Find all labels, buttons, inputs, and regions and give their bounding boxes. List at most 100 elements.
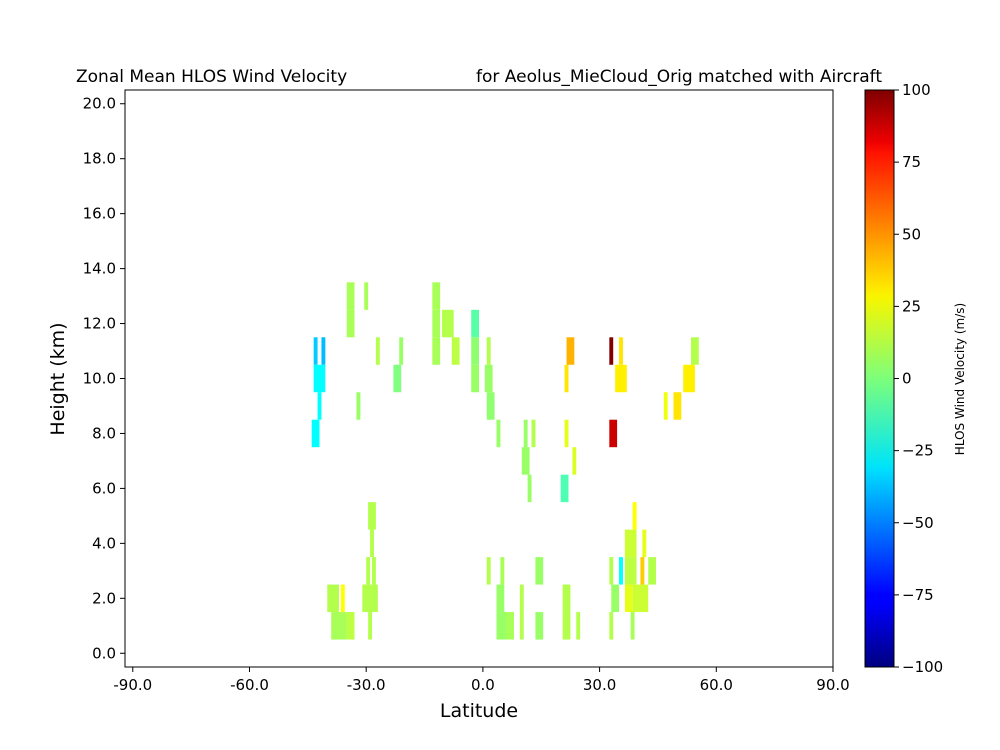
heatmap-cell-63 — [632, 502, 637, 530]
heatmap-cell-62 — [576, 612, 581, 640]
chart-title-right: for Aeolus_MieCloud_Orig matched with Ai… — [476, 67, 882, 87]
x-axis: -90.0 -60.0 -30.0 0.0 30.0 60.0 90.0 — [113, 667, 850, 694]
heatmap-cell-32 — [564, 364, 569, 393]
heatmap-cell-66 — [609, 557, 614, 585]
heatmap-cell-47 — [362, 584, 378, 613]
heatmap-cell-16 — [451, 337, 460, 365]
heatmap-cell-2 — [313, 364, 326, 393]
heatmap-cell-39 — [663, 392, 668, 420]
heatmap-cell-26 — [521, 447, 530, 475]
heatmap-cell-49 — [346, 612, 355, 640]
heatmap-cell-17 — [471, 309, 479, 338]
colorbar-tick-label: 50 — [902, 225, 921, 243]
heatmap-cell-43 — [372, 557, 376, 585]
heatmap-cell-75 — [630, 612, 635, 640]
heatmap-cell-28 — [564, 419, 569, 448]
y-tick-label: 20.0 — [83, 95, 116, 113]
heatmap-cell-9 — [399, 337, 404, 365]
x-tick-label: 30.0 — [583, 676, 616, 694]
heatmap-cell-29 — [572, 447, 577, 475]
y-axis-label: Height (km) — [47, 322, 69, 435]
y-tick-label: 0.0 — [92, 644, 116, 662]
heatmap-cell-71 — [611, 584, 620, 613]
heatmap-cell-3 — [317, 392, 322, 420]
heatmap-cell-74 — [609, 612, 614, 640]
colorbar-tick-label: 0 — [902, 370, 912, 388]
heatmap-cell-40 — [673, 392, 682, 420]
heatmap-cell-59 — [535, 612, 544, 640]
heatmap-cell-53 — [496, 584, 505, 613]
y-tick-label: 2.0 — [92, 589, 116, 607]
colorbar-ticks: −100 −75 −50 −25 0 25 50 75 100 — [894, 81, 943, 676]
x-tick-label: -90.0 — [113, 676, 152, 694]
heatmap-cell-35 — [615, 364, 627, 393]
heatmap-cells — [311, 282, 699, 640]
heatmap-cell-33 — [609, 337, 614, 365]
heatmap-cell-58 — [519, 612, 524, 640]
heatmap-cell-55 — [535, 557, 544, 585]
x-tick-label: -30.0 — [347, 676, 386, 694]
y-tick-label: 6.0 — [92, 479, 116, 497]
heatmap-cell-27 — [527, 474, 532, 503]
heatmap-cell-70 — [648, 557, 656, 585]
heatmap-cell-37 — [691, 337, 699, 365]
heatmap-cell-56 — [496, 612, 509, 640]
heatmap-cell-34 — [619, 337, 623, 365]
colorbar-gradient — [864, 89, 895, 668]
heatmap-cell-15 — [442, 309, 454, 338]
x-axis-label: Latitude — [440, 700, 518, 722]
y-tick-label: 12.0 — [83, 315, 116, 333]
heatmap-cell-30 — [560, 474, 569, 503]
y-axis: 0.0 2.0 4.0 6.0 8.0 10.0 12.0 14.0 16.0 18.0 20.0 — [83, 95, 125, 662]
chart-title-left: Zonal Mean HLOS Wind Velocity — [76, 67, 347, 87]
heatmap-cell-12 — [432, 282, 441, 310]
heatmap-cell-45 — [327, 584, 339, 613]
heatmap-cell-64 — [624, 529, 637, 558]
heatmap-cell-57 — [506, 612, 515, 640]
heatmap-cell-41 — [368, 502, 376, 530]
heatmap-cell-25 — [531, 419, 536, 448]
heatmap-cell-6 — [346, 309, 355, 338]
heatmap-cell-61 — [562, 612, 571, 640]
x-tick-label: -60.0 — [230, 676, 269, 694]
heatmap-cell-52 — [500, 557, 505, 585]
heatmap-cell-22 — [486, 392, 495, 420]
heatmap-cell-48 — [331, 612, 347, 640]
colorbar-label: HLOS Wind Velocity (m/s) — [953, 303, 967, 455]
heatmap-cell-14 — [432, 337, 441, 365]
x-tick-label: 0.0 — [471, 676, 495, 694]
heatmap-cell-44 — [366, 557, 371, 585]
heatmap-cell-68 — [624, 557, 637, 585]
heatmap-cell-46 — [340, 584, 345, 613]
heatmap-cell-50 — [368, 612, 373, 640]
heatmap-cell-42 — [370, 529, 374, 558]
colorbar: −100 −75 −50 −25 0 25 50 75 100 HLOS Wind Veloci… — [864, 81, 967, 676]
plot-area — [124, 89, 834, 668]
heatmap-cell-54 — [519, 584, 524, 613]
heatmap-cell-65 — [642, 529, 647, 558]
heatmap-cell-19 — [471, 364, 479, 393]
heatmap-cell-31 — [566, 337, 575, 365]
heatmap-cell-24 — [523, 419, 528, 448]
heatmap-cell-73 — [632, 584, 649, 613]
heatmap-cell-20 — [486, 337, 491, 365]
heatmap-cell-1 — [321, 337, 326, 365]
heatmap-cell-13 — [432, 309, 441, 338]
heatmap-cell-21 — [484, 364, 493, 393]
colorbar-tick-label: −75 — [902, 586, 934, 604]
y-tick-label: 18.0 — [83, 150, 116, 168]
heatmap-cell-7 — [364, 282, 369, 310]
colorbar-tick-label: −25 — [902, 442, 934, 460]
heatmap-cell-18 — [471, 337, 479, 365]
heatmap-cell-36 — [609, 419, 618, 448]
heatmap-cell-60 — [562, 584, 571, 613]
heatmap-cell-0 — [313, 337, 318, 365]
heatmap-cell-69 — [640, 557, 645, 585]
heatmap-cell-38 — [683, 364, 695, 393]
colorbar-tick-label: −50 — [902, 514, 934, 532]
heatmap-cell-67 — [619, 557, 623, 585]
x-tick-label: 60.0 — [700, 676, 733, 694]
x-tick-label: 90.0 — [816, 676, 849, 694]
y-tick-label: 8.0 — [92, 424, 116, 442]
